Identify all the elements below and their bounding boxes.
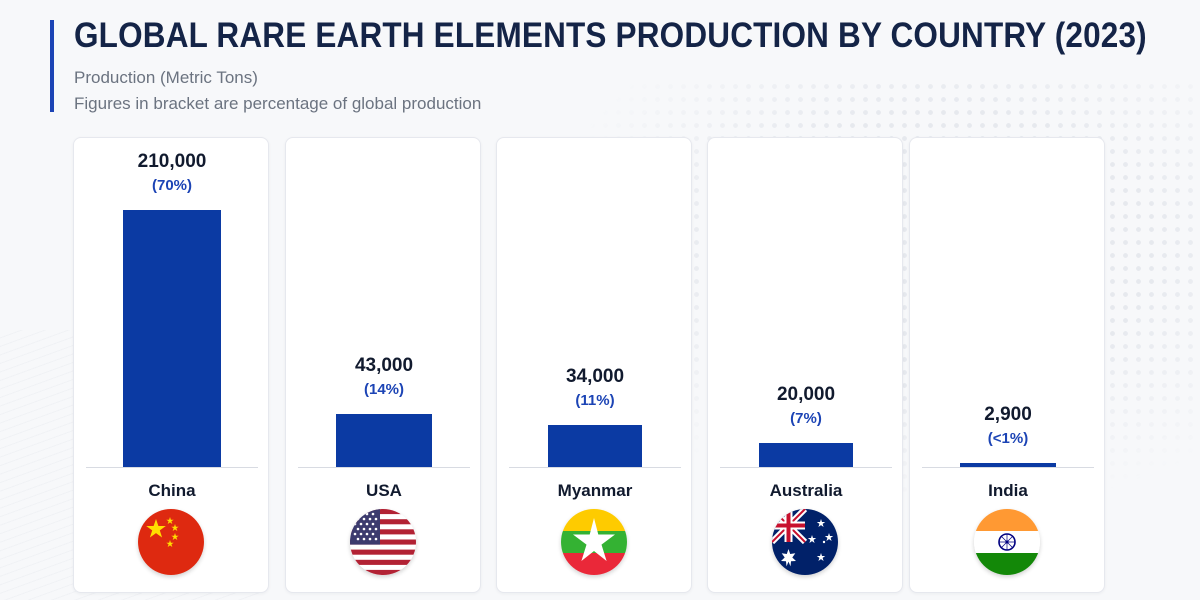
card-australia: 20,000 (7%) Australia — [707, 137, 903, 593]
page-title: GLOBAL RARE EARTH ELEMENTS PRODUCTION BY… — [74, 16, 1147, 55]
bar-usa — [336, 414, 432, 467]
australia-flag-icon — [772, 509, 838, 575]
baseline — [922, 467, 1094, 468]
card-china: 210,000 (70%) China — [73, 137, 269, 593]
baseline — [509, 467, 681, 468]
percent-label-myanmar: (11%) — [575, 392, 615, 410]
percent-label-australia: (7%) — [790, 409, 822, 427]
country-label-usa: USA — [366, 481, 402, 500]
country-label-china: China — [148, 481, 196, 500]
country-label-australia: Australia — [769, 481, 843, 500]
value-label-australia: 20,000 — [776, 383, 836, 405]
china-flag-icon — [138, 509, 204, 575]
myanmar-flag-icon — [561, 509, 627, 575]
baseline — [720, 467, 892, 468]
percent-label-usa: (14%) — [363, 381, 404, 399]
bar-australia — [759, 442, 853, 467]
value-label-india: 2,900 — [984, 404, 1032, 425]
bar-china — [123, 210, 221, 467]
value-label-china: 210,000 — [137, 151, 207, 172]
india-flag-icon — [974, 509, 1040, 575]
percent-label-india: (<1%) — [987, 430, 1029, 447]
baseline — [86, 467, 258, 468]
country-label-india: India — [988, 481, 1028, 500]
card-india: 2,900 (<1%) India — [909, 137, 1105, 593]
percentage-note: Figures in bracket are percentage of glo… — [74, 94, 482, 113]
bar-india — [960, 463, 1056, 467]
title-accent-bar — [50, 20, 54, 112]
value-label-myanmar: 34,000 — [565, 366, 625, 388]
value-label-usa: 43,000 — [354, 355, 414, 377]
country-label-myanmar: Myanmar — [557, 481, 633, 500]
bar-myanmar — [548, 425, 642, 467]
card-myanmar: 34,000 (11%) Myanmar — [496, 137, 692, 593]
usa-flag-icon — [350, 509, 416, 575]
page-subtitle: Production (Metric Tons) — [74, 68, 258, 87]
card-usa: 43,000 (14%) USA — [285, 137, 481, 593]
baseline — [298, 467, 470, 468]
percent-label-china: (70%) — [151, 177, 192, 194]
